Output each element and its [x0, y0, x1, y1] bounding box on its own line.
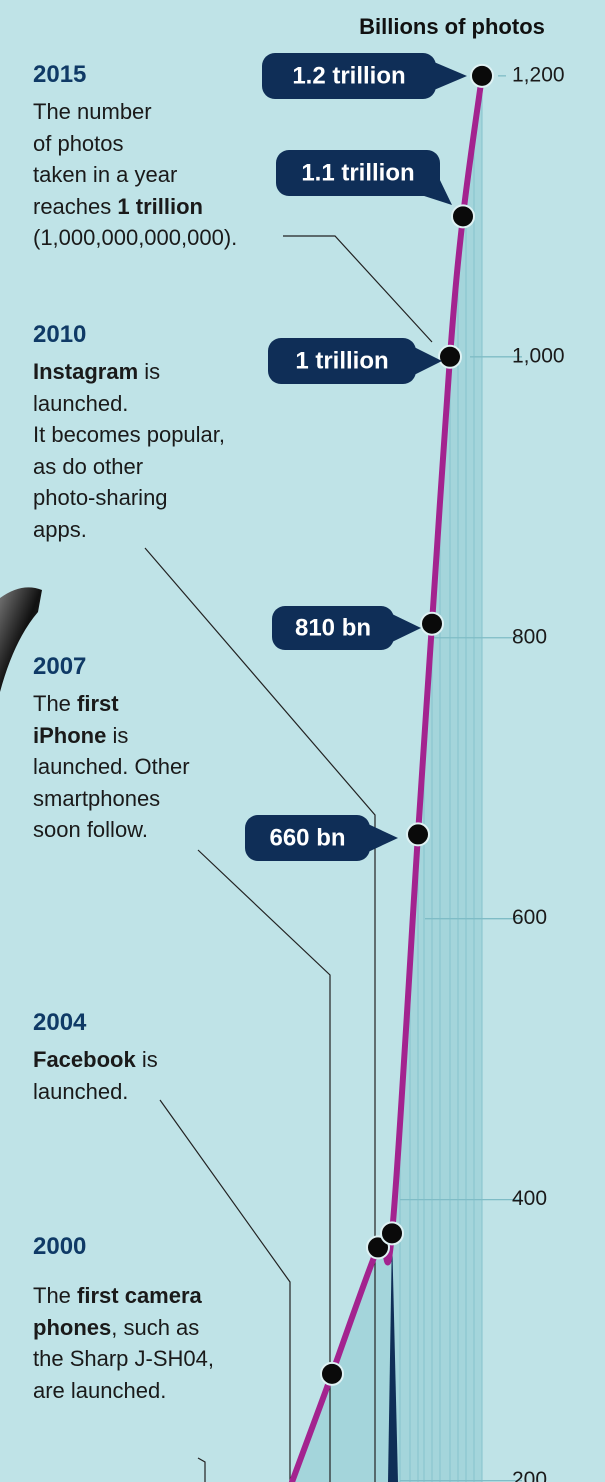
- callout-pointer: [368, 824, 398, 852]
- annotation-line: launched. Other: [33, 751, 190, 783]
- annotation-bold: Instagram: [33, 359, 138, 384]
- annotation-text: launched. Other: [33, 754, 190, 779]
- annotation-line: reaches 1 trillion: [33, 191, 237, 223]
- annotation-text: (1,000,000,000,000).: [33, 225, 237, 250]
- annotation-text: launched.: [33, 391, 128, 416]
- annotation-text: is: [106, 723, 128, 748]
- annotation-line: The first camera: [33, 1280, 214, 1312]
- annotation-line: Facebook is: [33, 1044, 158, 1076]
- annotation-text: of photos: [33, 131, 124, 156]
- annotation-year: 2015: [33, 58, 237, 92]
- annotation-text: reaches: [33, 194, 117, 219]
- annotation-bold: iPhone: [33, 723, 106, 748]
- annotation-line: Instagram is: [33, 356, 225, 388]
- data-point: [421, 613, 443, 635]
- annotation-line: soon follow.: [33, 814, 190, 846]
- annotation: 2004 Facebook is launched.: [33, 1006, 158, 1107]
- annotation-text: photo-sharing: [33, 485, 168, 510]
- y-tick-label: 200: [512, 1468, 547, 1482]
- page: Billions of photos 1,200 1,000 800 600 400 20…: [0, 0, 605, 1482]
- data-point: [452, 205, 474, 227]
- callout-pointer: [414, 347, 442, 375]
- leader-line: [198, 850, 330, 1482]
- value-label: 1 trillion: [295, 347, 388, 374]
- annotation-text: apps.: [33, 517, 87, 542]
- annotation-bold: Facebook: [33, 1047, 136, 1072]
- data-point: [471, 65, 493, 87]
- annotation-line: are launched.: [33, 1375, 214, 1407]
- annotation: 2015 The number of photos taken in a year re…: [33, 58, 237, 254]
- annotation-year: 2010: [33, 318, 225, 352]
- y-tick-label: 800: [512, 625, 547, 648]
- callout-pointer: [434, 62, 467, 90]
- annotation-text: soon follow.: [33, 817, 148, 842]
- data-point: [321, 1363, 343, 1385]
- annotation-line: taken in a year: [33, 159, 237, 191]
- annotation-bold: 1 trillion: [117, 194, 203, 219]
- value-label: 1.2 trillion: [292, 62, 405, 89]
- annotation-line: phones, such as: [33, 1312, 214, 1344]
- annotation-text: The: [33, 691, 77, 716]
- annotation-text: are launched.: [33, 1378, 166, 1403]
- annotation-year: 2004: [33, 1006, 158, 1040]
- data-point: [407, 823, 429, 845]
- leader-line: [283, 236, 432, 342]
- callout-pointer: [392, 614, 421, 642]
- y-tick-label: 1,200: [512, 63, 565, 86]
- annotation-bold: first: [77, 691, 119, 716]
- annotation-line: (1,000,000,000,000).: [33, 222, 237, 254]
- annotation-text: taken in a year: [33, 162, 177, 187]
- annotation-text: is: [138, 359, 160, 384]
- annotation-text: It becomes popular,: [33, 422, 225, 447]
- annotation-text: the Sharp J-SH04,: [33, 1346, 214, 1371]
- annotation-line: It becomes popular,: [33, 419, 225, 451]
- annotation-line: as do other: [33, 451, 225, 483]
- annotation-line: iPhone is: [33, 720, 190, 752]
- data-point: [439, 346, 461, 368]
- annotation-line: launched.: [33, 388, 225, 420]
- data-point: [381, 1222, 403, 1244]
- value-label: 1.1 trillion: [301, 159, 414, 186]
- y-tick-label: 600: [512, 906, 547, 929]
- annotation-text: launched.: [33, 1079, 128, 1104]
- leader-line: [198, 1458, 205, 1482]
- annotation-line: apps.: [33, 514, 225, 546]
- annotation-text: as do other: [33, 454, 143, 479]
- annotation: 2010 Instagram is launched. It becomes popu…: [33, 318, 225, 545]
- annotation-line: The first: [33, 688, 190, 720]
- annotation-bold: phones: [33, 1315, 111, 1340]
- y-tick-label: 1,000: [512, 344, 565, 367]
- annotation-text: The number: [33, 99, 152, 124]
- value-label: 660 bn: [269, 824, 345, 851]
- annotation-text: is: [136, 1047, 158, 1072]
- annotation-text: The: [33, 1283, 77, 1308]
- annotation-text: , such as: [111, 1315, 199, 1340]
- axis-title: Billions of photos: [359, 14, 545, 39]
- y-tick-label: 400: [512, 1187, 547, 1210]
- annotation-line: launched.: [33, 1076, 158, 1108]
- annotation-line: smartphones: [33, 783, 190, 815]
- value-label: 810 bn: [295, 614, 371, 641]
- annotation-line: the Sharp J-SH04,: [33, 1343, 214, 1375]
- annotation-bold: first camera: [77, 1283, 202, 1308]
- annotation-year: 2007: [33, 650, 190, 684]
- annotation-text: smartphones: [33, 786, 160, 811]
- annotation-line: The number: [33, 96, 237, 128]
- annotation-line: photo-sharing: [33, 482, 225, 514]
- annotation-line: of photos: [33, 128, 237, 160]
- annotation-year: 2000: [33, 1230, 214, 1264]
